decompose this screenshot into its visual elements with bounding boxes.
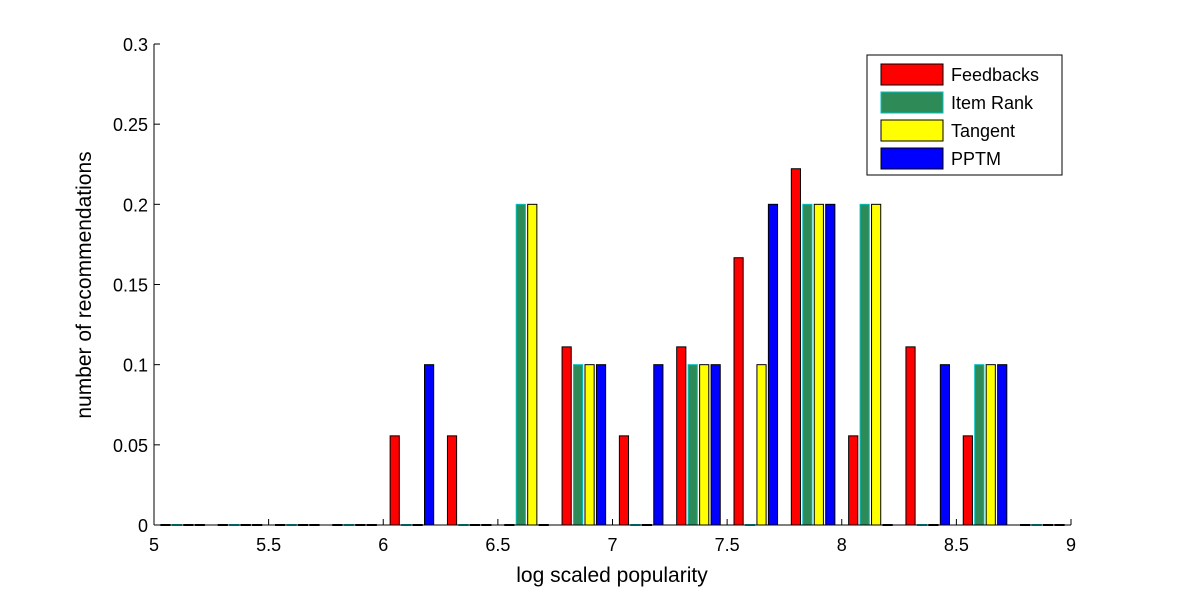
y-tick-label-1: 0.05 (113, 436, 148, 456)
y-tick-label-5: 0.25 (113, 115, 148, 135)
bar-feedbacks-14 (962, 435, 973, 526)
bar-tangent-11 (813, 203, 824, 526)
bar-tangent-14 (985, 364, 996, 526)
bar-pptm-8 (653, 364, 664, 526)
legend-swatch-tangent (880, 119, 944, 142)
bar-item-rank-7 (573, 364, 584, 526)
y-tick-label-0: 0 (138, 516, 148, 536)
x-tick-label-8: 9 (1066, 535, 1076, 555)
bar-feedbacks-12 (848, 435, 859, 526)
bar-item-rank-9 (687, 364, 698, 526)
bar-feedbacks-5 (446, 435, 458, 526)
legend-label-feedbacks: Feedbacks (951, 65, 1039, 85)
x-tick-label-6: 8 (837, 535, 847, 555)
legend-label-tangent: Tangent (951, 121, 1015, 141)
bar-pptm-14 (997, 364, 1008, 526)
bar-pptm-13 (939, 364, 951, 526)
bar-tangent-6 (527, 203, 538, 526)
bar-feedbacks-7 (561, 346, 572, 526)
bar-item-rank-12 (859, 203, 870, 526)
x-axis-label: log scaled popularity (516, 564, 708, 587)
bar-pptm-7 (595, 364, 607, 526)
bar-item-rank-14 (974, 364, 985, 526)
x-tick-label-0: 5 (149, 535, 159, 555)
bar-feedbacks-10 (733, 257, 744, 526)
bar-tangent-9 (699, 364, 710, 526)
bar-pptm-9 (710, 364, 721, 526)
bar-tangent-7 (584, 364, 595, 526)
y-tick-label-3: 0.15 (113, 276, 148, 296)
bar-feedbacks-4 (389, 435, 400, 526)
legend-label-item-rank: Item Rank (951, 93, 1034, 113)
bar-pptm-4 (424, 364, 435, 526)
bar-feedbacks-13 (905, 346, 916, 526)
bar-item-rank-6 (515, 203, 526, 526)
y-tick-label-2: 0.1 (123, 356, 148, 376)
x-tick-label-2: 6 (378, 535, 388, 555)
legend-label-pptm: PPTM (951, 149, 1001, 169)
legend: Feedbacks Item Rank Tangent PPTM (866, 54, 1063, 176)
legend-swatch-pptm (880, 147, 944, 170)
bar-feedbacks-8 (618, 435, 630, 526)
y-tick-label-6: 0.3 (123, 35, 148, 55)
bar-feedbacks-11 (790, 168, 801, 526)
x-tick-label-7: 8.5 (944, 535, 969, 555)
bar-pptm-11 (825, 203, 836, 526)
y-tick-label-4: 0.2 (123, 195, 148, 215)
bar-item-rank-11 (802, 203, 813, 526)
x-tick-label-3: 6.5 (485, 535, 510, 555)
ticks-group: 5 5.5 6 6.5 7 7.5 8 8.5 9 0 0.05 0.1 0.15 0.2 0.25 0.3 (113, 35, 1076, 555)
bar-feedbacks-9 (676, 346, 687, 526)
bars-group (160, 168, 1065, 526)
x-tick-label-4: 7 (607, 535, 617, 555)
y-axis-label: number of recommendations (73, 151, 96, 418)
legend-swatch-item-rank (880, 91, 944, 114)
bar-tangent-12 (871, 203, 882, 526)
bar-tangent-10 (756, 364, 767, 526)
bar-pptm-10 (767, 203, 779, 526)
legend-swatch-feedbacks (880, 63, 944, 86)
x-tick-label-5: 7.5 (715, 535, 740, 555)
x-tick-label-1: 5.5 (256, 535, 281, 555)
